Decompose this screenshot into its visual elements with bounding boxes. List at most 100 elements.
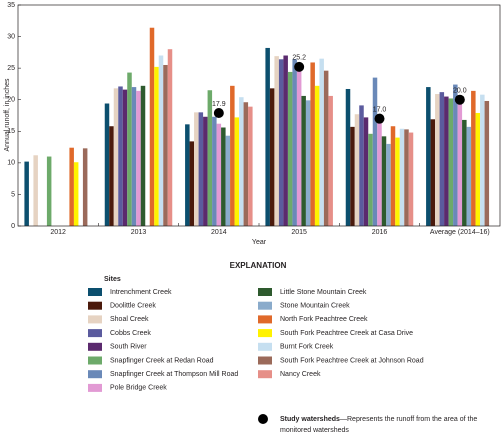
bar (239, 97, 244, 226)
legend-label: Snapfinger Creek at Redan Road (110, 357, 214, 364)
legend-title: EXPLANATION (230, 261, 287, 270)
legend-swatch (88, 356, 102, 365)
bar (296, 68, 302, 226)
bar (328, 95, 333, 226)
legend-label: Cobbs Creek (110, 330, 151, 337)
x-tick-label: 2015 (291, 229, 307, 236)
y-tick-label: 30 (7, 33, 15, 40)
x-tick-label: 2014 (211, 229, 227, 236)
bar (154, 66, 159, 226)
x-tick-label: 2012 (50, 229, 66, 236)
legend-marker (258, 414, 268, 424)
legend-label: North Fork Peachtree Creek (280, 316, 368, 323)
legend-swatch (258, 315, 272, 324)
bar (73, 162, 79, 226)
bar (377, 118, 382, 226)
bar (274, 56, 279, 226)
bar (350, 126, 355, 226)
bar (319, 58, 324, 226)
bar (426, 87, 431, 226)
legend-swatch (258, 288, 272, 296)
bar (372, 77, 378, 226)
legend-label: Shoal Creek (110, 316, 149, 323)
bar (462, 119, 467, 226)
bar (466, 126, 472, 226)
bar (471, 90, 476, 226)
x-tick-label: 2013 (131, 229, 147, 236)
bar (283, 55, 288, 227)
data-label: 20.0 (453, 88, 467, 95)
y-tick-label: 10 (7, 160, 15, 167)
y-tick-label: 35 (7, 2, 15, 9)
legend-swatch (258, 356, 272, 365)
data-label: 17.9 (212, 101, 226, 108)
study-watershed-marker (374, 113, 385, 124)
legend-swatch (88, 288, 102, 296)
legend-swatch (88, 342, 102, 351)
bar (140, 85, 146, 226)
data-label: 17.0 (373, 107, 387, 114)
legend-swatch (88, 329, 102, 338)
y-tick-label: 5 (11, 191, 15, 198)
bar (395, 137, 400, 226)
legend-subtitle: Sites (104, 276, 121, 283)
legend-swatch (88, 370, 102, 379)
bar (305, 100, 311, 226)
bar (354, 114, 360, 226)
bar (345, 88, 351, 226)
bar (104, 103, 110, 226)
legend-swatch (88, 315, 102, 324)
legend-label: Study watersheds (280, 416, 340, 423)
legend-swatch (88, 301, 102, 310)
y-tick-label: 20 (7, 97, 15, 104)
bar (359, 105, 364, 226)
bar (323, 70, 329, 226)
bar (167, 49, 173, 227)
bar (46, 156, 52, 226)
bar (457, 103, 463, 226)
bar (448, 98, 454, 226)
legend-label: Stone Mountain Creek (280, 303, 350, 310)
y-tick-label: 15 (7, 128, 15, 135)
bar (265, 47, 270, 227)
bar (207, 90, 213, 226)
bar (453, 84, 458, 226)
bar (287, 71, 293, 226)
bar (109, 126, 114, 226)
legend-description: —Represents the runoff from the area of … (280, 416, 477, 434)
bar (310, 62, 315, 227)
y-tick-label: 25 (7, 65, 15, 72)
bar (408, 132, 414, 226)
bar (439, 92, 445, 226)
legend-label: Intrenchment Creek (110, 289, 172, 296)
legend-swatch (258, 329, 272, 338)
legend-label: South Fork Peachtree Creek at Johnson Ro… (280, 357, 424, 364)
legend-label: Little Stone Mountain Creek (280, 289, 367, 296)
legend-label: Snapfinger Creek at Thompson Mill Road (110, 371, 238, 378)
bar (435, 94, 440, 226)
y-tick-label: 0 (11, 223, 15, 230)
bar (118, 86, 123, 226)
study-watershed-marker (294, 61, 305, 72)
data-label: 25.2 (292, 55, 306, 62)
bar (149, 27, 155, 226)
bar (399, 128, 405, 226)
bar (368, 133, 373, 226)
bar (225, 135, 231, 226)
bar (314, 85, 320, 226)
bar (386, 143, 391, 226)
bar (404, 129, 409, 226)
bar (158, 55, 164, 227)
bar (230, 85, 235, 226)
bar (430, 119, 436, 226)
legend-swatch (88, 383, 102, 392)
bar (24, 161, 29, 226)
bar (185, 124, 190, 226)
bar (221, 127, 226, 226)
bar (203, 116, 208, 226)
bar (82, 148, 88, 226)
bar (269, 88, 275, 226)
bar (189, 141, 195, 226)
bar (248, 106, 253, 226)
